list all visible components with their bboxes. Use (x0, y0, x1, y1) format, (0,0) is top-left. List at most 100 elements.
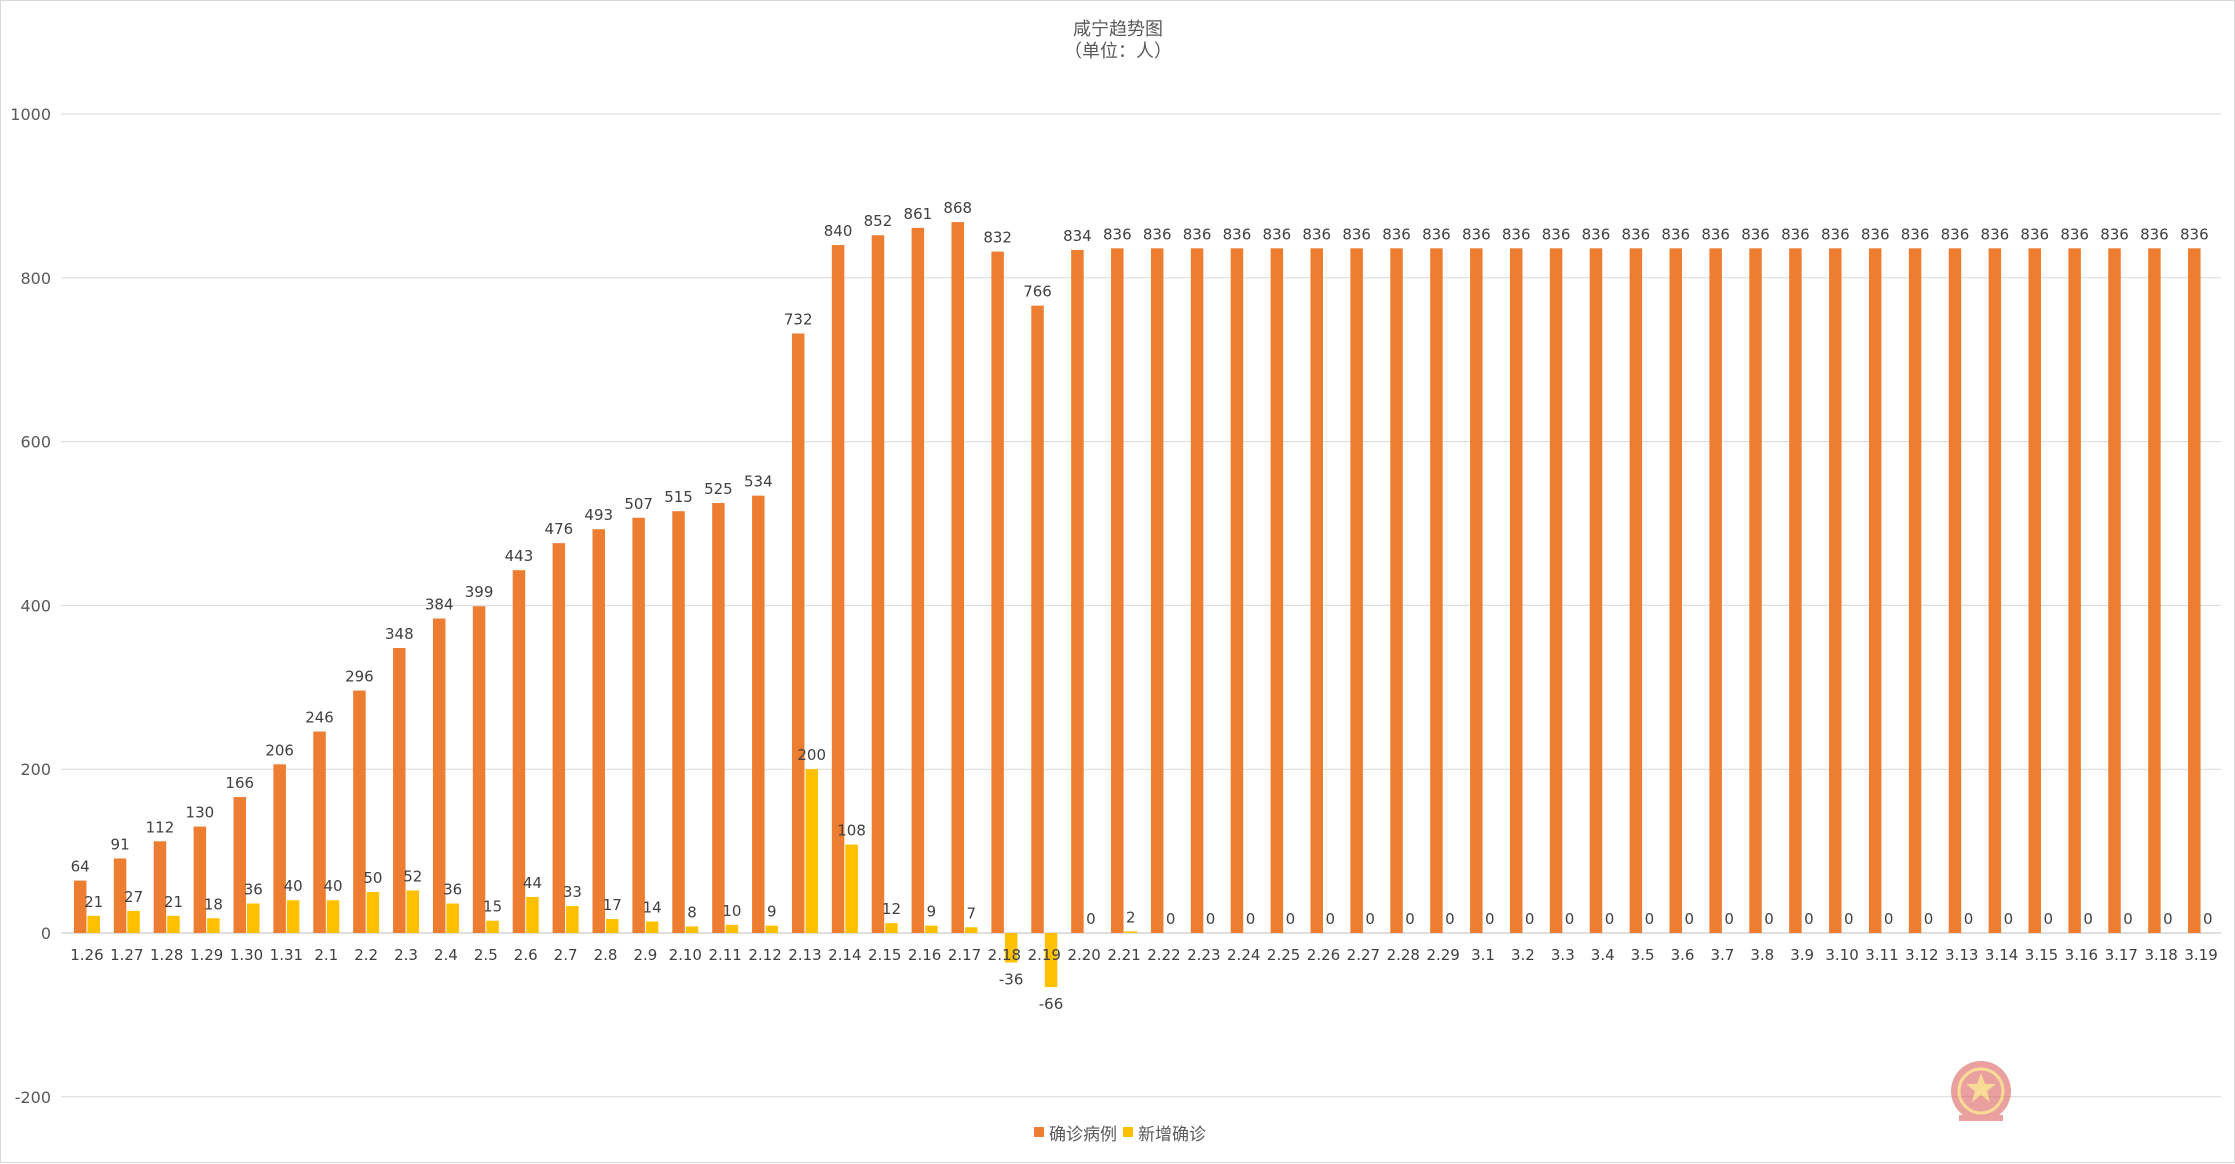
data-label-confirmed: 206 (265, 741, 294, 759)
bar-confirmed (632, 517, 645, 933)
data-label-confirmed: 525 (704, 480, 733, 498)
bar-confirmed (791, 333, 805, 933)
data-label-new-confirmed: 0 (1485, 910, 1495, 928)
data-label-confirmed: 836 (1462, 225, 1491, 243)
data-label-confirmed: 836 (1302, 225, 1331, 243)
data-label-new-confirmed: 0 (1605, 910, 1615, 928)
legend-label-confirmed: 确诊病例 (1049, 1125, 1117, 1145)
data-label-confirmed: 836 (1502, 225, 1531, 243)
bar-confirmed (2028, 248, 2041, 934)
x-tick-label: 2.5 (474, 946, 498, 964)
x-tick-label: 2.22 (1147, 946, 1180, 964)
x-tick-label: 3.15 (2025, 946, 2058, 964)
data-label-new-confirmed: 44 (523, 874, 542, 892)
bar-confirmed (752, 495, 765, 933)
bar-confirmed (1988, 248, 2002, 934)
bar-new-confirmed (286, 900, 300, 933)
bar-confirmed (1111, 248, 1124, 934)
bar-confirmed (1230, 248, 1244, 934)
data-label-confirmed: 836 (1701, 225, 1730, 243)
data-label-confirmed: 836 (1821, 225, 1850, 243)
data-label-new-confirmed: 0 (1286, 910, 1296, 928)
data-label-new-confirmed: 27 (124, 888, 143, 906)
data-label-new-confirmed: 0 (2203, 910, 2213, 928)
data-label-confirmed: 112 (146, 818, 175, 836)
x-tick-label: 3.10 (1825, 946, 1858, 964)
data-label-confirmed: 836 (2060, 225, 2089, 243)
bar-confirmed (951, 222, 964, 933)
x-tick-label: 1.27 (110, 946, 143, 964)
bar-confirmed (233, 797, 246, 933)
x-tick-label: 2.11 (708, 946, 741, 964)
x-tick-label: 1.30 (230, 946, 263, 964)
bar-confirmed (1509, 248, 1523, 934)
bar-confirmed (472, 606, 486, 933)
data-label-new-confirmed: 0 (2004, 910, 2014, 928)
data-label-confirmed: 852 (864, 212, 893, 230)
data-label-new-confirmed: 0 (1645, 910, 1655, 928)
data-label-confirmed: 836 (1741, 225, 1770, 243)
bar-confirmed (313, 731, 326, 933)
data-label-new-confirmed: 0 (1086, 910, 1096, 928)
x-tick-label: 2.16 (908, 946, 941, 964)
data-label-confirmed: 836 (1382, 225, 1411, 243)
bar-confirmed (153, 841, 167, 933)
data-label-new-confirmed: 0 (1445, 910, 1455, 928)
bar-confirmed (2188, 248, 2201, 934)
data-label-new-confirmed: 0 (1525, 910, 1535, 928)
data-label-confirmed: 868 (943, 199, 972, 217)
data-label-new-confirmed: 200 (797, 746, 826, 764)
data-label-confirmed: 836 (1981, 225, 2010, 243)
data-label-confirmed: 836 (1901, 225, 1930, 243)
data-label-confirmed: 836 (1183, 225, 1212, 243)
x-tick-label: 2.6 (514, 946, 538, 964)
data-label-confirmed: 348 (385, 625, 414, 643)
bar-new-confirmed (167, 915, 180, 933)
data-label-confirmed: 836 (2020, 225, 2049, 243)
x-tick-label: 2.26 (1307, 946, 1340, 964)
bar-confirmed (1789, 248, 1802, 934)
y-tick-label: 1000 (10, 105, 51, 124)
bar-confirmed (1709, 248, 1722, 934)
bar-new-confirmed (446, 903, 459, 933)
bar-confirmed (1868, 248, 1882, 934)
bar-confirmed (2148, 248, 2161, 934)
y-tick-label: -200 (15, 1088, 51, 1107)
data-label-new-confirmed: 33 (563, 883, 582, 901)
x-tick-label: 2.10 (669, 946, 702, 964)
data-label-new-confirmed: 9 (927, 903, 937, 921)
bar-confirmed (1350, 248, 1363, 934)
data-label-confirmed: 836 (2180, 225, 2209, 243)
data-label-new-confirmed: 10 (722, 902, 741, 920)
data-label-confirmed: 836 (1103, 225, 1132, 243)
chart-title: 咸宁趋势图 (1073, 19, 1163, 40)
x-tick-label: 2.1 (314, 946, 338, 964)
data-label-new-confirmed: 14 (643, 899, 662, 917)
bar-new-confirmed (925, 925, 938, 933)
bar-confirmed (73, 880, 87, 933)
x-tick-label: 2.23 (1187, 946, 1220, 964)
bar-confirmed (393, 647, 406, 933)
national-emblem-icon (1951, 1061, 2011, 1121)
data-label-new-confirmed: 0 (1884, 910, 1894, 928)
bar-new-confirmed (326, 900, 340, 933)
data-label-new-confirmed: 52 (403, 867, 422, 885)
x-tick-label: 3.5 (1631, 946, 1655, 964)
bar-confirmed (2068, 248, 2081, 934)
data-label-new-confirmed: 7 (966, 904, 976, 922)
data-label-confirmed: 836 (1542, 225, 1571, 243)
data-label-confirmed: 834 (1063, 227, 1092, 245)
data-label-new-confirmed: 0 (2123, 910, 2133, 928)
bar-confirmed (1031, 305, 1044, 933)
data-label-confirmed: 246 (305, 709, 334, 727)
bar-confirmed (1390, 248, 1403, 934)
x-tick-label: 2.29 (1426, 946, 1459, 964)
data-label-confirmed: 836 (1263, 225, 1292, 243)
x-tick-label: 3.12 (1905, 946, 1938, 964)
bar-confirmed (1908, 248, 1922, 934)
data-label-new-confirmed: 21 (164, 893, 183, 911)
data-label-confirmed: 732 (784, 310, 813, 328)
data-label-confirmed: 836 (1861, 225, 1890, 243)
x-tick-label: 1.28 (150, 946, 183, 964)
x-tick-label: 3.16 (2065, 946, 2098, 964)
